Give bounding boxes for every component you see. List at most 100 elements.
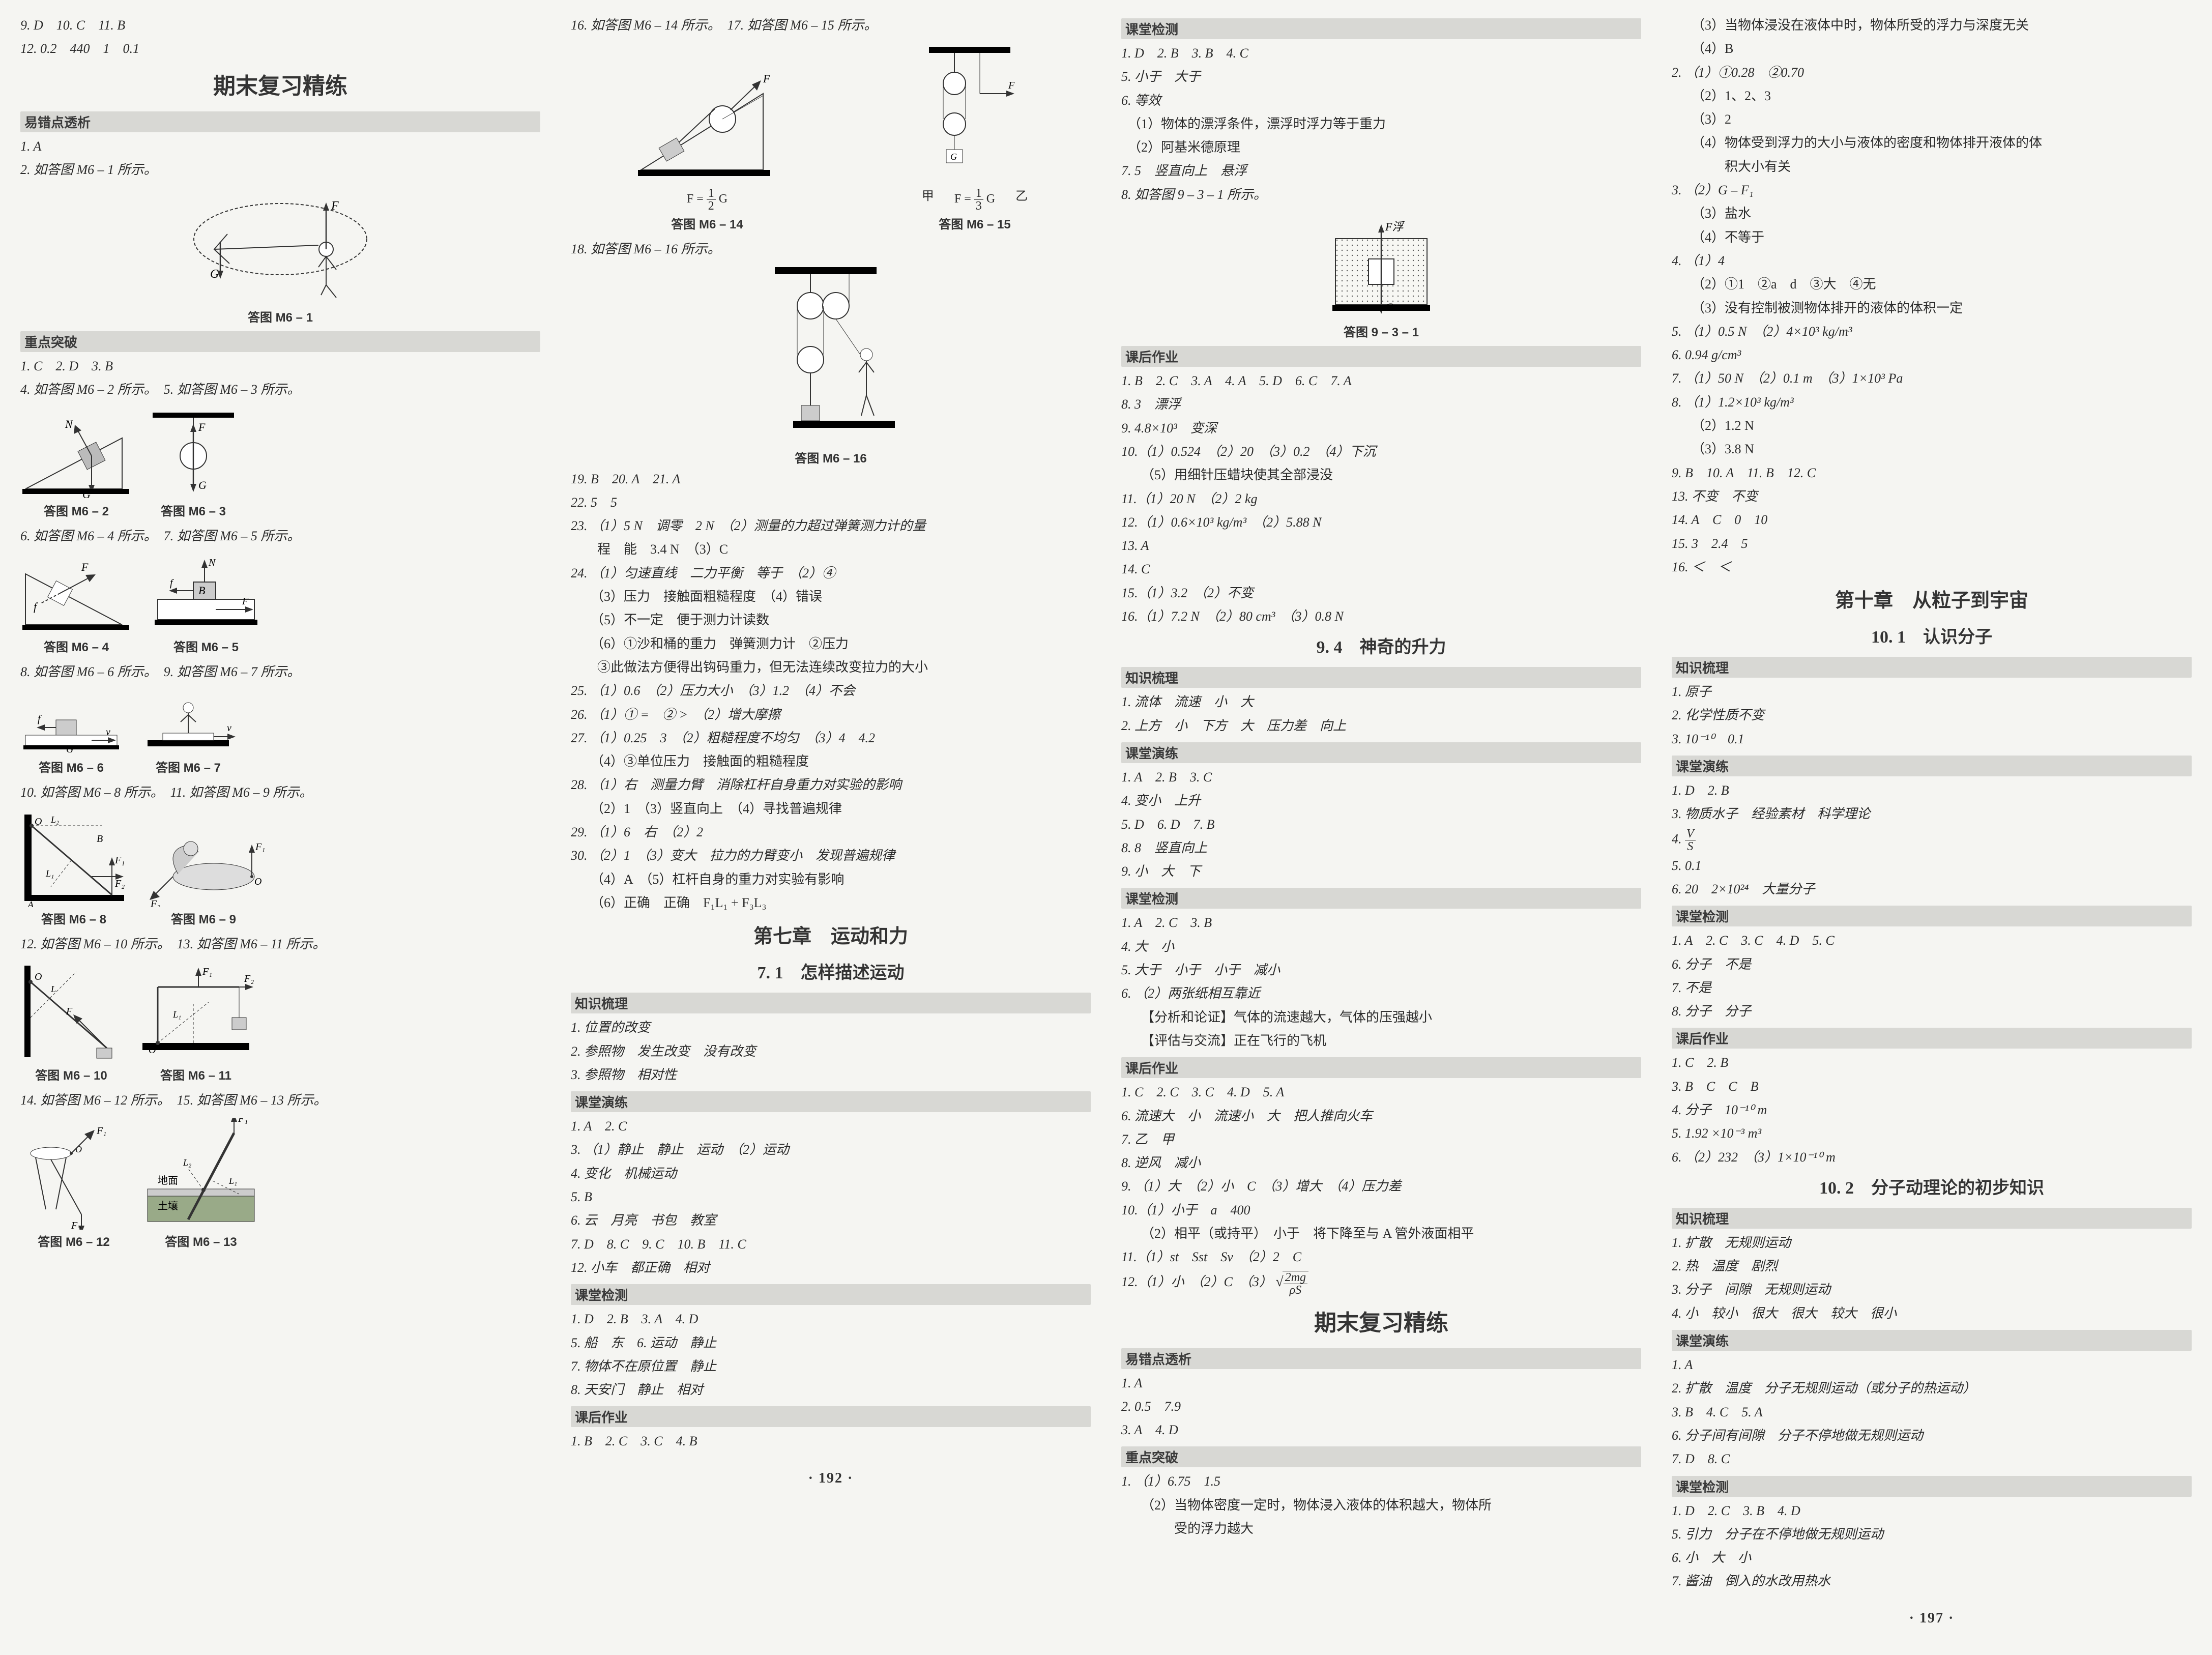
answer-line: 10. 如答图 M6 – 8 所示。 11. 如答图 M6 – 9 所示。 <box>20 782 540 803</box>
svg-text:A: A <box>26 899 34 907</box>
answer-line: 1. D 2. B <box>1672 780 2192 801</box>
answer-line: 25. （1）0.6 （2）压力大小 （3）1.2 （4）不会 <box>571 681 1091 701</box>
answer-line: 4. 小 较小 很大 很大 较大 很小 <box>1672 1303 2192 1324</box>
heading-10-1: 10. 1 认识分子 <box>1672 623 2192 648</box>
answer-line: （3）没有控制被测物体排开的液体的体积一定 <box>1672 298 2192 318</box>
section-bar-zsli: 知识梳理 <box>1672 657 2192 678</box>
fig-label: 答图 M6 – 5 <box>173 637 239 655</box>
page-number-192: · 192 · <box>571 1470 1091 1487</box>
section-bar-ktjc: 课堂检测 <box>571 1284 1091 1305</box>
svg-text:O: O <box>149 1044 156 1056</box>
fig-label: 答图 M6 – 1 <box>248 307 313 325</box>
fig-label: 答图 M6 – 6 <box>39 758 104 775</box>
svg-text:L₂: L₂ <box>50 815 59 825</box>
answer-line: 受的浮力越大 <box>1121 1519 1641 1539</box>
answer-line: 3. B 4. C 5. A <box>1672 1402 2192 1422</box>
answer-line: 2. 化学性质不变 <box>1672 705 2192 725</box>
fig-label: 答图 M6 – 15 <box>939 214 1010 232</box>
answer-line: 3. A 4. D <box>1121 1420 1641 1440</box>
figure-m6-10: O L F 答图 M6 – 10 <box>20 962 122 1083</box>
figure-m6-13: 地面 土壤 F₁ L₁ L₂ 答图 M6 – 13 <box>142 1118 259 1250</box>
answer-line: （4）物体受到浮力的大小与液体的密度和物体排开液体的体 <box>1672 133 2192 153</box>
answer-line: 6. 0.94 g/cm³ <box>1672 345 2192 365</box>
answer-line: 4. 大 小 <box>1121 937 1641 957</box>
column-2: 16. 如答图 M6 – 14 所示。 17. 如答图 M6 – 15 所示。 … <box>571 15 1091 1627</box>
answer-line: 29. （1）6 右 （2）2 <box>571 822 1091 843</box>
answer-line: 1. A <box>1121 1373 1641 1393</box>
answer-line: 2. 扩散 温度 分子无规则运动（或分子的热运动） <box>1672 1378 2192 1399</box>
answer-line: 9. D 10. C 11. B <box>20 15 540 36</box>
answer-line: 1. B 2. C 3. A 4. A 5. D 6. C 7. A <box>1121 371 1641 391</box>
answer-line: 3. （2）G – F₁ <box>1672 180 2192 200</box>
svg-text:f: f <box>34 600 38 613</box>
heading-ch7: 第七章 运动和力 <box>571 920 1091 948</box>
answer-line: 9. （1）大 （2）小 C （3）增大 （4）压力差 <box>1121 1176 1641 1197</box>
section-bar-khzy: 课后作业 <box>1121 1057 1641 1078</box>
svg-text:G: G <box>66 744 74 755</box>
answer-line: 12. 如答图 M6 – 10 所示。 13. 如答图 M6 – 11 所示。 <box>20 934 540 954</box>
pulley-eq-2: F = 13 G <box>954 187 995 212</box>
answer-line: 4. 分子 10⁻¹⁰ m <box>1672 1100 2192 1120</box>
answer-line: 12. 0.2 440 1 0.1 <box>20 39 540 59</box>
section-bar-ktjc: 课堂检测 <box>1121 18 1641 39</box>
answer-line: 5. 小于 大于 <box>1121 67 1641 87</box>
answer-line: 1. B 2. C 3. C 4. B <box>571 1431 1091 1451</box>
heading-9-4: 9. 4 神奇的升力 <box>1121 633 1641 658</box>
answer-line: 5. B <box>571 1187 1091 1207</box>
answer-line: 6. 20 2×10²⁴ 大量分子 <box>1672 879 2192 899</box>
fig-label: 答图 M6 – 16 <box>795 448 866 466</box>
answer-line: 5. （1）0.5 N （2）4×10³ kg/m³ <box>1672 322 2192 342</box>
answer-line: 22. 5 5 <box>571 492 1091 513</box>
heading-7-1: 7. 1 怎样描述运动 <box>571 959 1091 983</box>
answer-line: 11.（1）20 N （2）2 kg <box>1121 489 1641 509</box>
svg-text:F: F <box>1008 80 1015 91</box>
figure-m6-11: F₁ O L₁ F₂ 答图 M6 – 11 <box>137 967 254 1083</box>
svg-text:G: G <box>198 479 207 491</box>
answer-line: 4. 变小 上升 <box>1121 791 1641 811</box>
answer-line: 24. （1）匀速直线 二力平衡 等于 （2）④ <box>571 563 1091 584</box>
answer-line: 8. 如答图 M6 – 6 所示。 9. 如答图 M6 – 7 所示。 <box>20 662 540 682</box>
svg-text:G: G <box>210 268 219 281</box>
pulley-eq-yi: 乙 <box>1015 187 1028 212</box>
section-bar-cuodian: 易错点透析 <box>1121 1348 1641 1369</box>
answer-line: （2）阿基米德原理 <box>1121 137 1641 158</box>
answer-line: （4）B <box>1672 39 2192 59</box>
fig-label: 答图 M6 – 12 <box>38 1232 109 1250</box>
answer-line: 7. 不是 <box>1672 978 2192 998</box>
answer-line: 10.（1）小于 a 400 <box>1121 1200 1641 1221</box>
answer-line: 16.（1）7.2 N （2）80 cm³ （3）0.8 N <box>1121 606 1641 627</box>
answer-line: 【评估与交流】正在飞行的飞机 <box>1121 1031 1641 1051</box>
answer-line: 10.（1）0.524 （2）20 （3）0.2 （4）下沉 <box>1121 442 1641 462</box>
answer-line: 5. 船 东 6. 运动 静止 <box>571 1333 1091 1353</box>
fig-label: 答图 M6 – 7 <box>156 758 221 775</box>
answer-line: （3）当物体浸没在液体中时，物体所受的浮力与深度无关 <box>1672 15 2192 36</box>
answer-line: 3. B C C B <box>1672 1077 2192 1097</box>
answer-line: 8. （1）1.2×10³ kg/m³ <box>1672 392 2192 413</box>
answer-line: 7. 乙 甲 <box>1121 1129 1641 1150</box>
answer-line: 【分析和论证】气体的流速越大，气体的压强越小 <box>1121 1007 1641 1028</box>
pulley-eq-jia: 甲 <box>922 187 934 212</box>
answer-line: 7. 5 竖直向上 悬浮 <box>1121 161 1641 181</box>
section-bar-cuodian: 易错点透析 <box>20 111 540 132</box>
section-bar-zhongdian: 重点突破 <box>20 331 540 352</box>
answer-line: 14. A C 0 10 <box>1672 510 2192 530</box>
svg-text:F₂: F₂ <box>114 878 125 889</box>
section-bar-ktyl: 课堂演练 <box>571 1091 1091 1112</box>
svg-text:f: f <box>170 577 174 589</box>
answer-line: （1）物体的漂浮条件，漂浮时浮力等于重力 <box>1121 114 1641 134</box>
svg-text:F: F <box>66 1006 73 1017</box>
svg-text:F₂: F₂ <box>244 973 254 984</box>
fig-label: 答图 M6 – 4 <box>44 637 109 655</box>
answer-line: 8. 逆风 减小 <box>1121 1153 1641 1173</box>
section-bar-zhongdian: 重点突破 <box>1121 1446 1641 1467</box>
svg-text:F₁: F₁ <box>238 1118 248 1124</box>
svg-text:F浮: F浮 <box>1385 220 1405 233</box>
answer-line: （3）压力 接触面粗糙程度 （4）错误 <box>571 587 1091 607</box>
answer-line: （4）③单位压力 接触面的粗糙程度 <box>571 751 1091 772</box>
answer-line: 13. A <box>1121 536 1641 556</box>
answer-line: 15. 3 2.4 5 <box>1672 534 2192 554</box>
answer-line: （6）①沙和桶的重力 弹簧测力计 ②压力 <box>571 634 1091 654</box>
answer-line: 5. 0.1 <box>1672 856 2192 876</box>
figure-m6-3: F G 答图 M6 – 3 <box>148 408 239 519</box>
answer-line: 2. （1）①0.28 ②0.70 <box>1672 63 2192 83</box>
